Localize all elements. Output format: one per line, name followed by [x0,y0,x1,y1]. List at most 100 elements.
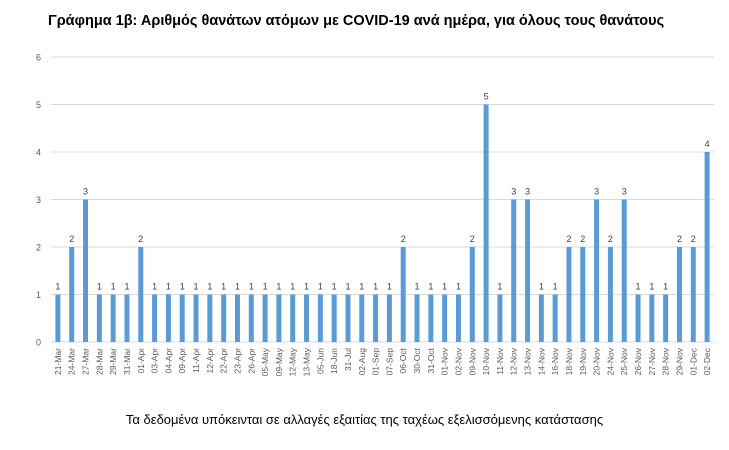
data-label: 2 [608,234,613,244]
x-tick-label: 09-Apr [177,348,187,374]
data-label: 3 [83,187,88,197]
bar [96,294,102,342]
data-label: 2 [138,234,143,244]
data-label: 1 [124,282,129,292]
x-tick-label: 10-Nov [481,347,491,375]
bar [290,294,296,342]
bars [55,104,710,342]
y-axis-ticks: 0 1 2 3 4 5 6 [36,53,41,348]
data-label: 1 [663,282,668,292]
data-label: 2 [566,234,571,244]
x-tick-label: 02-Dec [702,347,712,375]
x-tick-label: 27-Nov [647,347,657,375]
data-label: 3 [622,187,627,197]
x-tick-label: 21-Mar [53,348,63,375]
data-label: 1 [428,282,433,292]
bar [138,247,144,342]
bar [193,294,199,342]
x-tick-label: 18-Nov [564,347,574,375]
x-tick-label: 04-Apr [163,348,173,374]
data-label: 5 [484,92,489,102]
bar [55,294,61,342]
bar [428,294,434,342]
bar [455,294,461,342]
bar [704,152,710,342]
x-tick-label: 03-Apr [150,348,160,374]
data-label: 2 [580,234,585,244]
x-tick-label: 28-Nov [661,347,671,375]
bar [676,247,682,342]
data-label: 1 [235,282,240,292]
x-tick-label: 29-Mar [108,348,118,375]
x-tick-label: 20-Nov [592,347,602,375]
x-tick-label: 30-Oct [412,347,422,373]
x-tick-label: 09-Nov [467,347,477,375]
x-tick-label: 31-Jul [343,348,353,371]
x-tick-label: 23-Apr [232,348,242,374]
bar [304,294,310,342]
x-tick-label: 02-Aug [357,348,367,376]
bar [400,247,406,342]
x-tick-label: 19-Nov [578,347,588,375]
x-tick-label: 18-Jun [329,348,339,374]
data-label: 3 [594,187,599,197]
data-label: 2 [470,234,475,244]
bar [124,294,130,342]
x-tick-label: 22-Apr [219,348,229,374]
x-tick-label: 07-Sep [384,348,394,376]
bar [69,247,75,342]
x-tick-label: 09-May [274,347,284,376]
x-tick-label: 27-Mar [81,348,91,375]
data-label: 1 [539,282,544,292]
bar [469,247,475,342]
x-tick-label: 31-Mar [122,348,132,375]
bar [248,294,254,342]
data-label: 1 [263,282,268,292]
bar [594,199,600,342]
bar [497,294,503,342]
x-tick-label: 12-Nov [509,347,519,375]
bar [152,294,158,342]
bar [179,294,185,342]
x-tick-label: 16-Nov [550,347,560,375]
bar [635,294,641,342]
data-label: 2 [691,234,696,244]
x-axis-ticks: 21-Mar 24-Mar 27-Mar 28-Mar 29-Mar 31-Mar 01-A… [53,347,712,376]
x-tick-label: 01-Sep [371,348,381,376]
bar [110,294,116,342]
bar [386,294,392,342]
bar [607,247,613,342]
data-label: 1 [553,282,558,292]
data-label: 1 [497,282,502,292]
data-label: 1 [55,282,60,292]
x-tick-label: 24-Nov [605,347,615,375]
x-tick-label: 05-May [260,347,270,376]
y-tick-label: 3 [36,195,41,205]
data-label: 1 [221,282,226,292]
x-tick-label: 24-Mar [67,348,77,375]
x-tick-label: 29-Nov [674,347,684,375]
data-label: 1 [359,282,364,292]
bar [359,294,365,342]
y-tick-label: 2 [36,243,41,253]
data-label: 1 [415,282,420,292]
data-label: 1 [249,282,254,292]
data-label: 1 [207,282,212,292]
bar [566,247,572,342]
data-label: 1 [194,282,199,292]
data-label: 1 [304,282,309,292]
x-tick-label: 14-Nov [536,347,546,375]
data-label: 3 [511,187,516,197]
x-tick-label: 25-Nov [619,347,629,375]
data-label: 1 [442,282,447,292]
bar [538,294,544,342]
y-tick-label: 1 [36,290,41,300]
data-label: 1 [318,282,323,292]
bar [414,294,420,342]
x-tick-label: 12-May [288,347,298,376]
bar [525,199,531,342]
data-label: 1 [111,282,116,292]
y-tick-label: 5 [36,100,41,110]
bar [207,294,213,342]
